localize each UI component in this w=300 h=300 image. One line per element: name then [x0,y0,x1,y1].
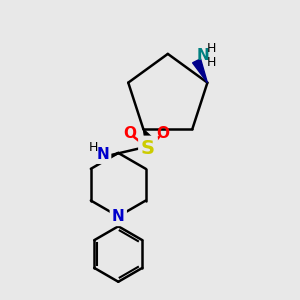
Text: H: H [207,56,216,69]
Text: O: O [156,126,170,141]
Text: N: N [112,209,125,224]
Polygon shape [193,59,207,83]
Text: S: S [141,139,155,158]
Text: N: N [196,48,209,63]
Text: H: H [89,140,98,154]
Polygon shape [143,129,151,140]
Text: O: O [124,126,137,141]
Text: N: N [97,148,110,163]
Text: H: H [207,42,216,56]
